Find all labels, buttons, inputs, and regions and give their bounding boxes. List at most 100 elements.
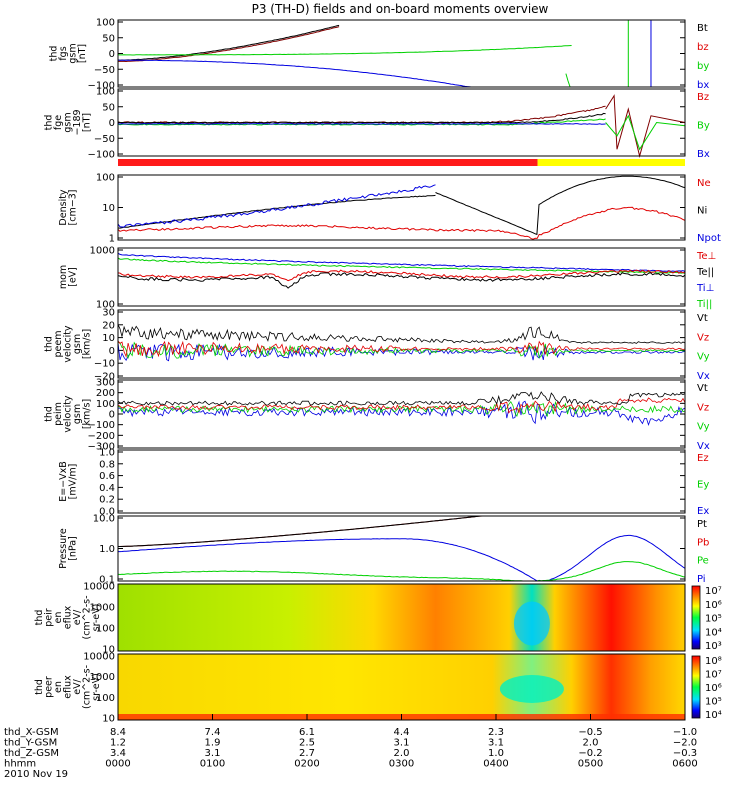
colorbar-tick-label: 10⁶ <box>705 683 722 694</box>
ytick-label: 0.2 <box>99 495 115 506</box>
ylabel-line: [km/s] <box>82 399 93 429</box>
figure-title: P3 (TH-D) fields and on-board moments ov… <box>252 2 549 16</box>
series-vz-i <box>117 397 686 414</box>
axis-row-value: 2.7 <box>299 748 315 759</box>
series-ni <box>117 194 436 229</box>
spectrogram-ion <box>118 584 685 651</box>
ytick-label: 10.0 <box>93 514 115 525</box>
legend-vz-label: Vz <box>697 402 709 413</box>
ylabel-line: en <box>53 612 64 624</box>
panel-4-ylabel: mom[eV] <box>58 265 79 289</box>
ytick-label: 200 <box>96 388 115 399</box>
panel-7-ylabel: E=−VxB[mV/m] <box>58 461 79 502</box>
ytick-label: 20 <box>102 320 115 331</box>
ytick-label: 1 <box>109 234 115 245</box>
ytick-label: −300 <box>88 442 115 453</box>
ylabel-line: (cm^2-s- <box>82 665 93 709</box>
panel-6-frame <box>117 379 686 449</box>
ytick-label: 0 <box>109 49 115 60</box>
axis-row-value: 2.3 <box>488 727 504 738</box>
axis-row-value: −0.5 <box>578 727 602 738</box>
ytick-label: 0.1 <box>99 575 115 586</box>
ytick-label: 10 <box>102 203 115 214</box>
ytick-label: 1000 <box>90 672 115 683</box>
legend-vz-label: Vz <box>697 332 709 343</box>
ylabel-line: en <box>53 681 64 693</box>
ylabel-line: fge <box>53 115 64 130</box>
colorbar-tick-label: 10⁴ <box>705 710 722 721</box>
ylabel-line: (cm^2-s- <box>82 596 93 640</box>
panel-5-frame <box>117 309 686 379</box>
ylabel-line: thd <box>34 610 45 626</box>
legend-vx-label: Vx <box>697 371 710 382</box>
series-bx-fgs <box>117 59 476 88</box>
colorbar-tick-label: 10⁷ <box>705 586 722 597</box>
series-by-fge-end <box>605 114 686 151</box>
series-pb <box>118 515 487 547</box>
ylabel-line: thd <box>44 336 55 352</box>
axis-row-value: 8.4 <box>110 727 126 738</box>
legend-bx-label: bx <box>697 80 709 91</box>
axis-row-label: thd_Z-GSM <box>4 748 59 759</box>
ylabel-line: peim <box>53 402 64 426</box>
mode-bar-yellow <box>537 159 685 166</box>
ytick-label: 300 <box>96 378 115 389</box>
panel-8-ylabel: Pressure[nPa] <box>58 528 79 569</box>
ytick-label: 10 <box>102 333 115 344</box>
ylabel-line: fgs <box>58 46 69 60</box>
ylabel-line: gsm <box>72 334 83 354</box>
legend-ex-label: Ex <box>697 506 709 517</box>
panel-4-frame <box>117 247 686 307</box>
spectrogram-electron <box>118 654 685 720</box>
axis-row-value: 2.5 <box>299 738 315 749</box>
legend-npot-label: Npot <box>697 233 721 244</box>
ylabel-line: peir <box>44 608 55 627</box>
ytick-label: 100 <box>96 18 115 29</box>
ylabel-line: sr-eV) <box>91 673 102 701</box>
ytick-label: 0 <box>109 410 115 421</box>
axis-row-label: thd_X-GSM <box>4 727 59 738</box>
ylabel-line: velocity <box>63 325 74 363</box>
axis-row-label: hhmm <box>4 759 36 770</box>
series-pe <box>117 561 686 582</box>
axis-date: 2010 Nov 19 <box>4 769 68 780</box>
ylabel-line: thd <box>44 115 55 131</box>
series-vx-i <box>117 400 686 427</box>
axis-row-value: 4.4 <box>394 727 410 738</box>
ytick-label: 0.4 <box>99 483 115 494</box>
ylabel-line: [eV] <box>67 267 78 287</box>
panel-8: Pressure[nPa] 10.0 1.0 0.1 Pt Pb Pe Pi <box>58 514 710 586</box>
ytick-label: 0.6 <box>99 471 115 482</box>
panel-6: thdpeimvelocitygsm[km/s]3002001000−100−2… <box>44 378 710 453</box>
panel-7-frame <box>117 449 686 514</box>
ytick-label: 0.0 <box>99 507 115 518</box>
legend-pb-label: Pb <box>697 537 709 548</box>
ylabel-line: gsm <box>72 404 83 424</box>
axis-row-value: 2.0 <box>394 748 410 759</box>
legend-ni-label: Ni <box>697 206 707 217</box>
axis-row-value: 3.1 <box>205 748 221 759</box>
panel-1-frame <box>117 19 686 88</box>
ylabel-line: thd <box>48 46 59 62</box>
ylabel-line: [nT] <box>77 44 88 63</box>
legend-vt-label: Vt <box>697 313 708 324</box>
axis-row-label: thd_Y-GSM <box>4 738 57 749</box>
legend-pe-label: Pe <box>697 556 709 567</box>
ytick-label: 1.0 <box>99 448 115 459</box>
ylabel-line: thd <box>44 406 55 422</box>
series-pi <box>118 534 686 582</box>
legend-vy-label: Vy <box>697 422 710 433</box>
legend-ti-label: Ti⊥ <box>696 283 714 294</box>
ytick-label: 1000 <box>90 603 115 614</box>
series-te-perp <box>117 269 686 282</box>
ytick-label: 100 <box>96 624 115 635</box>
legend-ne-label: Ne <box>697 178 711 189</box>
ytick-label: 0 <box>109 118 115 129</box>
ytick-label: 30 <box>102 308 115 319</box>
series-ne <box>117 206 686 240</box>
mode-bar-red <box>118 159 538 166</box>
ytick-label: −50 <box>94 134 115 145</box>
legend-te-label: Te⊥ <box>696 251 716 262</box>
